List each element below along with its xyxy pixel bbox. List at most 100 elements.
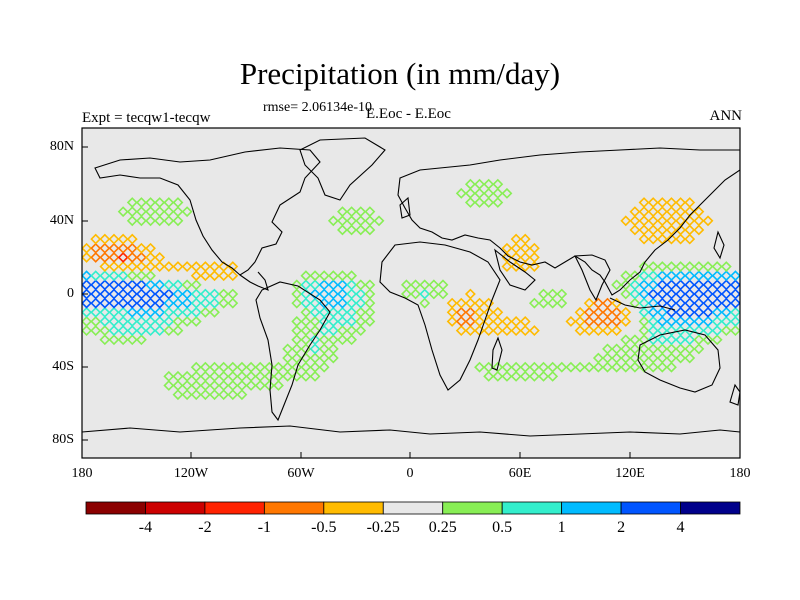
anomaly-cell bbox=[373, 215, 385, 227]
anomaly-cell bbox=[556, 297, 568, 309]
anomaly-cell bbox=[419, 297, 431, 309]
colorbar-label: 4 bbox=[676, 519, 685, 536]
anomaly-cell bbox=[227, 270, 239, 282]
anomaly-cell bbox=[711, 334, 723, 346]
coastlines bbox=[82, 137, 740, 437]
lat-label-40s: 40S bbox=[52, 359, 74, 374]
anomaly-cell bbox=[483, 297, 495, 309]
colorbar-label: -0.25 bbox=[366, 519, 400, 536]
anomaly-cell bbox=[364, 206, 376, 218]
anomaly-cell bbox=[702, 215, 714, 227]
season-label: ANN bbox=[709, 108, 743, 124]
anomaly-cell bbox=[501, 187, 513, 199]
anomaly-cell bbox=[492, 306, 504, 318]
anomaly-cell bbox=[437, 279, 449, 291]
anomaly-cell bbox=[528, 325, 540, 337]
map-frame bbox=[81, 127, 741, 459]
map-background bbox=[82, 128, 740, 458]
anomaly-cell bbox=[492, 178, 504, 190]
anomaly-cell bbox=[327, 343, 339, 355]
lon-label-60e: 60E bbox=[508, 466, 532, 481]
anomaly-cell bbox=[126, 233, 138, 245]
anomaly-cell bbox=[355, 325, 367, 337]
anomaly-cell bbox=[519, 316, 531, 327]
colorbar-label: -4 bbox=[138, 519, 153, 536]
anomaly-cell bbox=[172, 215, 184, 227]
anomaly-cell bbox=[528, 261, 540, 272]
anomaly-cell bbox=[346, 270, 358, 282]
colorbar-box bbox=[145, 501, 206, 515]
anomaly-cell bbox=[309, 370, 321, 382]
colorbar-label: -0.5 bbox=[311, 519, 337, 536]
colorbar-label: 0.25 bbox=[428, 519, 457, 536]
lon-label-180e: 180 bbox=[729, 466, 751, 481]
colorbar-label: 2 bbox=[617, 519, 626, 536]
colorbar-label: -1 bbox=[257, 519, 272, 536]
anomaly-cell bbox=[172, 197, 184, 208]
lon-label-120e: 120E bbox=[615, 466, 645, 481]
anomaly-cell bbox=[684, 197, 696, 208]
anomaly-cell bbox=[693, 343, 705, 355]
anomaly-cell bbox=[364, 316, 376, 327]
anomaly-cell bbox=[364, 224, 376, 236]
anomaly-cell bbox=[172, 325, 184, 337]
rmse-label: rmse= 2.06134e-10 bbox=[263, 100, 372, 115]
anomaly-cell bbox=[364, 297, 376, 309]
anomaly-cell bbox=[528, 251, 540, 263]
lon-label-0: 0 bbox=[406, 466, 414, 481]
anomaly-cell bbox=[611, 325, 623, 337]
lon-label-180w: 180 bbox=[71, 466, 93, 481]
experiment-label: Expt = tecqw1-tecqw bbox=[82, 110, 211, 126]
anomaly-cell bbox=[364, 288, 376, 300]
colorbar-label: -2 bbox=[198, 519, 212, 536]
colorbar-box bbox=[501, 501, 563, 515]
anomaly-cell bbox=[684, 352, 696, 364]
anomaly-cell bbox=[437, 288, 449, 300]
lon-label-120w: 120W bbox=[173, 466, 209, 481]
anomaly-cell bbox=[209, 306, 220, 318]
anomaly-cell bbox=[181, 206, 193, 218]
colorbar-box bbox=[620, 501, 681, 515]
colorbar-box bbox=[442, 501, 503, 515]
anomaly-cell bbox=[227, 297, 239, 309]
anomaly-cell bbox=[327, 352, 339, 364]
anomaly-cell bbox=[464, 288, 476, 300]
lat-label-80s: 80S bbox=[52, 432, 74, 447]
colorbar-box bbox=[680, 501, 741, 515]
colorbar-label: 0.5 bbox=[492, 519, 513, 536]
anomaly-cell bbox=[620, 316, 632, 327]
anomaly-cell bbox=[519, 233, 531, 245]
map-title: Precipitation (in mm/day) bbox=[239, 56, 561, 91]
anomaly-cell bbox=[528, 242, 540, 254]
anomaly-cell bbox=[720, 261, 732, 272]
colorbar-box bbox=[561, 501, 622, 515]
anomaly-field bbox=[82, 178, 740, 401]
colorbar-label: 1 bbox=[557, 519, 566, 536]
lat-label-80n: 80N bbox=[49, 139, 74, 154]
anomaly-cell bbox=[227, 261, 239, 272]
anomaly-cell bbox=[154, 251, 166, 263]
colorbar-box bbox=[85, 501, 146, 515]
lon-label-60w: 60W bbox=[287, 466, 315, 481]
colorbar-box bbox=[204, 501, 265, 515]
anomaly-cell bbox=[364, 306, 376, 318]
anomaly-cell bbox=[693, 224, 705, 236]
colorbar-box bbox=[382, 501, 444, 515]
anomaly-cell bbox=[556, 288, 568, 300]
anomaly-cell bbox=[236, 389, 248, 401]
anomaly-cell bbox=[620, 306, 632, 318]
lat-label-40n: 40N bbox=[49, 213, 74, 228]
anomaly-cell bbox=[145, 270, 156, 282]
anomaly-cell bbox=[364, 279, 376, 291]
lat-label-0: 0 bbox=[67, 286, 74, 301]
axis-ticks bbox=[81, 146, 741, 458]
colorbar-box bbox=[323, 501, 384, 515]
anomaly-cell bbox=[346, 334, 358, 346]
anomaly-cell bbox=[190, 316, 202, 327]
anomaly-cell bbox=[666, 361, 677, 373]
anomaly-cell bbox=[318, 361, 330, 373]
anomaly-cell bbox=[273, 380, 284, 391]
anomaly-cell bbox=[145, 242, 156, 254]
anomaly-cell bbox=[227, 288, 239, 300]
